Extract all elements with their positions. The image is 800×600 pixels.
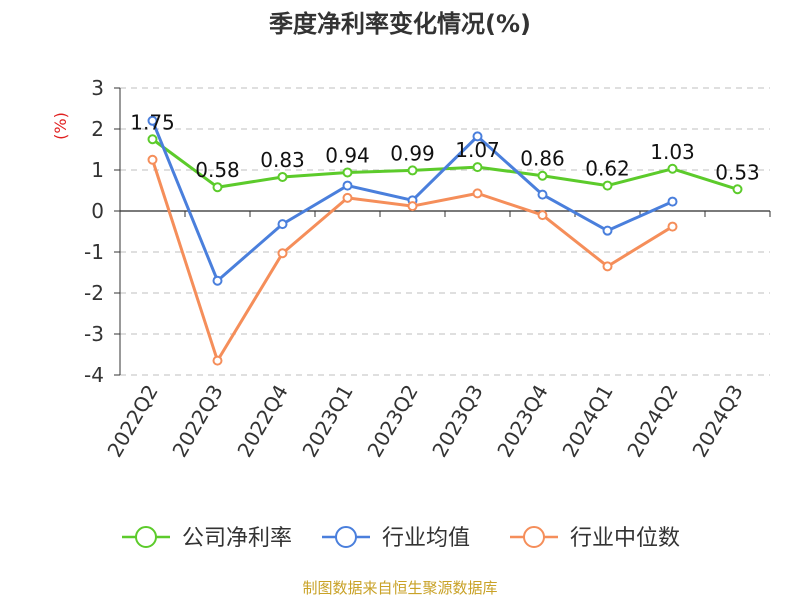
- data-label: 1.03: [650, 140, 695, 164]
- data-label: 0.62: [585, 157, 630, 181]
- data-point: [667, 196, 678, 207]
- x-tick-label: 2024Q1: [557, 381, 617, 462]
- data-point: [602, 261, 613, 272]
- legend-item[interactable]: 公司净利率: [122, 526, 292, 551]
- data-point: [147, 115, 158, 126]
- data-point: [667, 221, 678, 232]
- data-point: [277, 171, 288, 182]
- legend-item[interactable]: 行业中位数: [510, 526, 680, 551]
- data-point: [602, 180, 613, 191]
- data-point: [667, 163, 678, 174]
- series-lines: [147, 115, 743, 366]
- data-point: [537, 170, 548, 181]
- data-point: [472, 131, 483, 142]
- data-point: [472, 162, 483, 173]
- x-tick-label: 2024Q2: [622, 381, 682, 462]
- data-point: [342, 167, 353, 178]
- y-axis-unit: (%): [51, 112, 70, 140]
- data-point: [212, 275, 223, 286]
- x-axis: 2022Q2 2022Q3 2022Q4 2023Q1 2023Q2 2023Q3 2023…: [102, 210, 771, 462]
- x-tick-label: 2022Q2: [102, 381, 162, 462]
- source-note: 制图数据来自恒生聚源数据库: [302, 579, 497, 597]
- data-labels: 1.75 0.58 0.83 0.94 0.99 1.07 0.86 0.62 1.03 0.53: [130, 110, 760, 184]
- x-tick-label: 2024Q3: [687, 381, 747, 462]
- x-tick-label: 2023Q4: [492, 381, 552, 462]
- y-axis: 3 2 1 0 -1 -2 -3 -4: [84, 76, 121, 387]
- x-tick-label: 2022Q3: [167, 381, 227, 462]
- data-label: 0.83: [260, 148, 305, 172]
- data-label: 1.75: [130, 110, 175, 134]
- legend-marker: [523, 526, 545, 548]
- data-label: 0.99: [390, 141, 435, 165]
- data-point: [342, 180, 353, 191]
- data-point: [147, 154, 158, 165]
- data-point: [407, 201, 418, 212]
- legend-marker: [335, 526, 357, 548]
- x-tick-label: 2023Q1: [297, 381, 357, 462]
- y-tick-label: -4: [84, 363, 104, 387]
- data-label: 0.53: [715, 160, 760, 184]
- legend-item[interactable]: 行业均值: [322, 526, 470, 551]
- chart-title: 季度净利率变化情况(%): [269, 10, 531, 38]
- data-point: [537, 189, 548, 200]
- data-point: [732, 184, 743, 195]
- data-label: 0.94: [325, 143, 370, 167]
- data-point: [407, 165, 418, 176]
- data-point: [277, 219, 288, 230]
- legend-label: 行业中位数: [570, 526, 680, 551]
- data-point: [277, 248, 288, 259]
- x-tick-label: 2022Q4: [232, 381, 292, 462]
- y-tick-label: -2: [84, 281, 104, 305]
- legend[interactable]: 公司净利率 行业均值 行业中位数: [122, 526, 680, 551]
- data-point: [212, 355, 223, 366]
- y-tick-label: 3: [91, 76, 104, 100]
- data-point: [472, 188, 483, 199]
- data-label: 0.58: [195, 158, 240, 182]
- data-point: [537, 210, 548, 221]
- y-tick-label: -1: [84, 240, 104, 264]
- y-tick-label: 1: [91, 158, 104, 182]
- y-tick-label: -3: [84, 322, 104, 346]
- data-point: [342, 192, 353, 203]
- y-tick-label: 2: [91, 117, 104, 141]
- data-point: [212, 182, 223, 193]
- data-label: 1.07: [455, 138, 500, 162]
- x-tick-label: 2023Q3: [427, 381, 487, 462]
- legend-label: 公司净利率: [182, 526, 292, 551]
- legend-marker: [135, 526, 157, 548]
- series-line: [151, 159, 674, 363]
- data-label: 0.86: [520, 147, 565, 171]
- x-tick-label: 2023Q2: [362, 381, 422, 462]
- legend-label: 行业均值: [382, 526, 470, 551]
- data-point: [602, 225, 613, 236]
- data-point: [147, 134, 158, 145]
- y-tick-label: 0: [91, 199, 104, 223]
